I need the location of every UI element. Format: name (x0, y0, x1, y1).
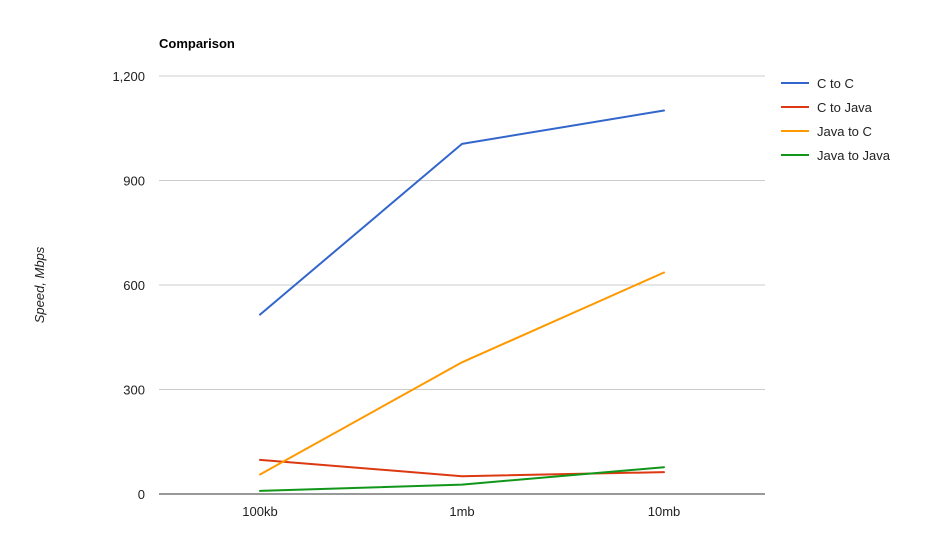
legend-label: Java to C (817, 124, 872, 139)
gridlines (159, 75, 765, 495)
legend-item-c-to-c[interactable]: C to C (781, 76, 854, 91)
series-line-java-to-c (259, 271, 665, 476)
y-tick-label: 0 (138, 487, 145, 502)
y-tick-label: 900 (123, 174, 145, 189)
legend-label: C to Java (817, 100, 873, 115)
series-line-c-to-java (259, 458, 665, 478)
y-axis-label: Speed, Mbps (32, 246, 47, 323)
x-tick-label: 10mb (648, 504, 681, 519)
y-tick-label: 300 (123, 383, 145, 398)
series-line-java-to-java (259, 466, 665, 492)
series-line-c-to-c (259, 109, 665, 316)
legend-item-java-to-c[interactable]: Java to C (781, 124, 872, 139)
legend-item-java-to-java[interactable]: Java to Java (781, 148, 891, 163)
legend-item-c-to-java[interactable]: C to Java (781, 100, 873, 115)
x-axis-ticks: 100kb 1mb 10mb (242, 504, 680, 519)
y-tick-label: 600 (123, 278, 145, 293)
legend-label: Java to Java (817, 148, 891, 163)
legend-label: C to C (817, 76, 854, 91)
x-tick-label: 1mb (449, 504, 474, 519)
chart-title: Comparison (159, 36, 235, 51)
x-tick-label: 100kb (242, 504, 277, 519)
legend[interactable]: C to C C to Java Java to C Java to Java (781, 76, 891, 163)
y-axis-ticks: 0 300 600 900 1,200 (112, 69, 145, 502)
y-tick-label: 1,200 (112, 69, 145, 84)
series-lines (259, 109, 665, 492)
